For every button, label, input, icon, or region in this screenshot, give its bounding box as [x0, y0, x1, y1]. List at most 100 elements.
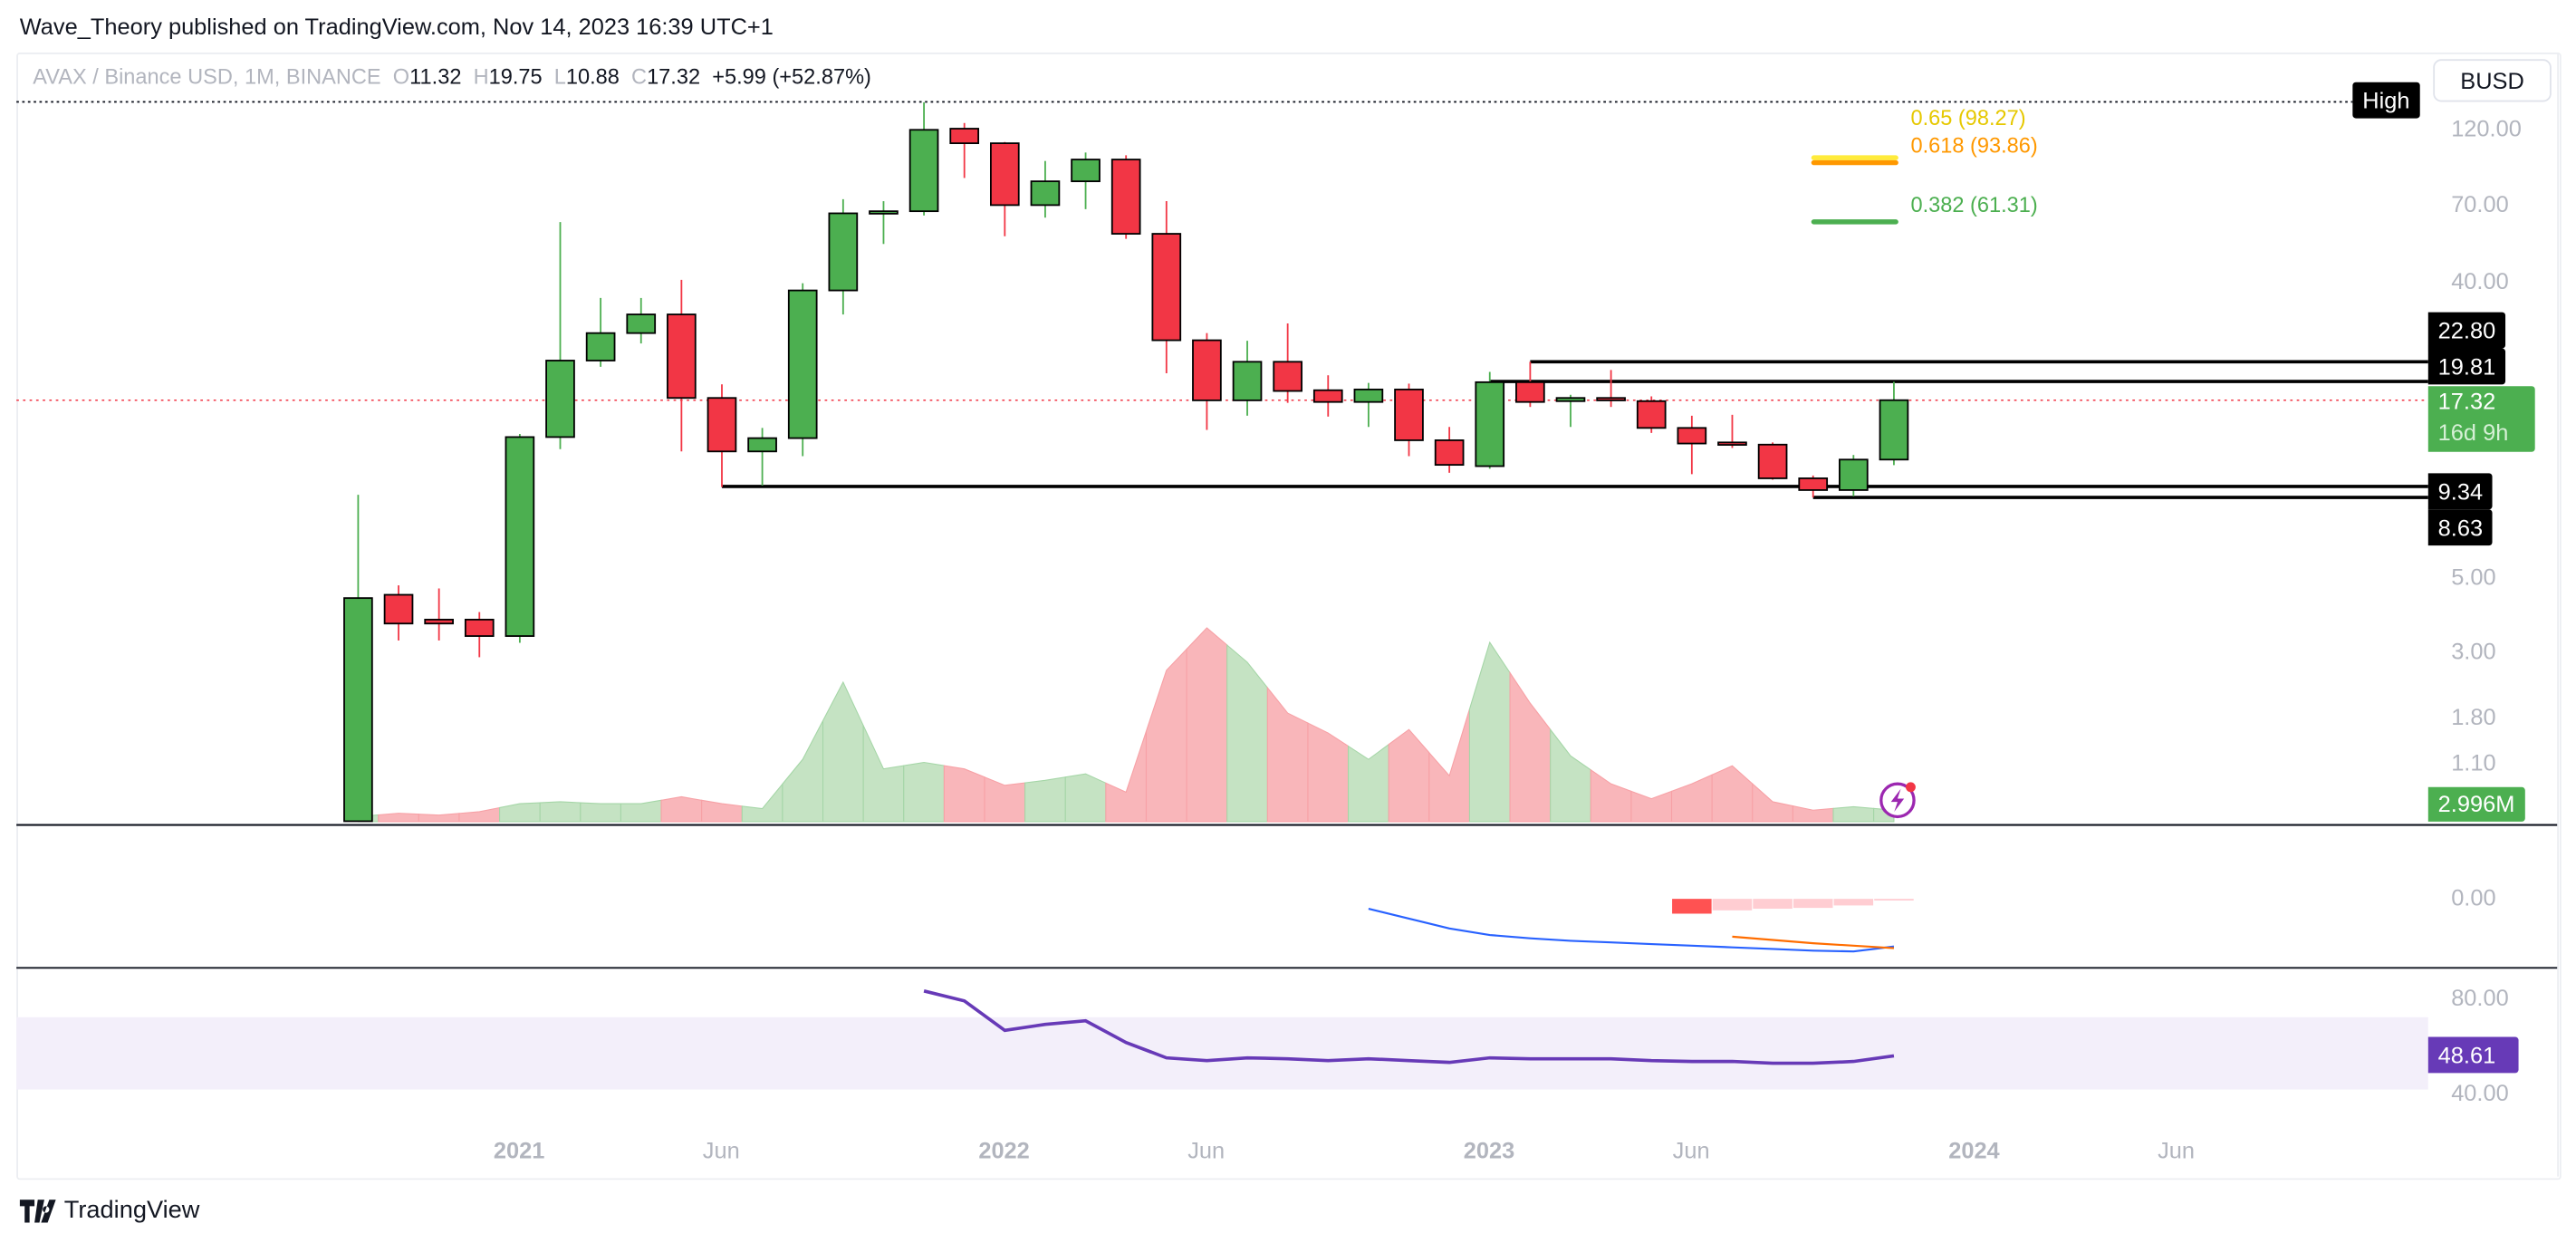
close-label: C [631, 63, 648, 89]
candle-body [989, 142, 1020, 207]
symbol-legend: AVAX / Binance USD, 1M, BINANCE O11.32 H… [33, 64, 871, 89]
symbol-title[interactable]: AVAX / Binance USD, 1M, BINANCE [33, 63, 381, 89]
candle-body [1312, 389, 1343, 403]
volume-segment [1711, 765, 1754, 823]
high-label: H [473, 63, 489, 89]
volume-segment [862, 725, 905, 823]
price-axis-label: 70.00 [2451, 190, 2509, 217]
low-value: 10.88 [565, 63, 620, 89]
volume-segment [378, 813, 419, 823]
bar-countdown: 16d 9h [2437, 419, 2509, 446]
time-axis-label: Jun [702, 1137, 740, 1164]
volume-segment [1428, 708, 1470, 823]
candle-body [1475, 381, 1505, 467]
lightning-alert-icon[interactable] [1879, 782, 1916, 819]
macd-histogram-bar [1712, 899, 1753, 911]
time-axis-label: 2021 [493, 1137, 545, 1164]
candle-body [869, 210, 899, 215]
rsi-axis-label: 80.00 [2451, 984, 2509, 1011]
volume-segment [782, 720, 824, 823]
time-axis-label: Jun [1187, 1137, 1226, 1164]
volume-segment [943, 765, 985, 823]
time-axis-label: Jun [1672, 1137, 1710, 1164]
candle-body [1353, 388, 1384, 403]
volume-segment [1670, 774, 1713, 823]
price-axis-label: 3.00 [2451, 637, 2496, 664]
candle-body [908, 129, 939, 213]
price-axis-label: 1.10 [2451, 749, 2496, 776]
volume-segment [1630, 790, 1673, 823]
macd-histogram-bar [1874, 899, 1914, 901]
candle-body [505, 436, 535, 637]
close-value: 17.32 [647, 63, 701, 89]
volume-segment [620, 799, 662, 823]
volume-segment [984, 776, 1026, 823]
candle-body [1434, 439, 1465, 467]
macd-histogram-bar [1672, 899, 1712, 914]
candle-body [747, 437, 777, 453]
volume-segment [1186, 627, 1228, 823]
volume-segment [1388, 728, 1430, 823]
candle-body [1232, 361, 1263, 401]
macd-histogram-bar [1793, 899, 1833, 909]
high-tag: High [2352, 82, 2420, 119]
currency-button[interactable]: BUSD [2433, 59, 2552, 102]
time-axis-label: 2022 [978, 1137, 1030, 1164]
low-label: L [553, 63, 566, 89]
volume-segment [1509, 670, 1552, 823]
candle-body [545, 360, 575, 438]
level-tag: 19.81 [2427, 348, 2506, 385]
candle-body [1596, 397, 1626, 401]
volume-segment [1226, 643, 1268, 823]
volume-segment [1024, 776, 1066, 823]
macd-line [1368, 907, 1895, 953]
volume-segment [580, 802, 621, 823]
candle-body [1273, 361, 1302, 392]
time-axis-label: Jun [2158, 1137, 2196, 1164]
macd-histogram-bar [1833, 899, 1874, 906]
chart-frame [16, 53, 2562, 1180]
volume-segment [822, 680, 864, 823]
candle-body [1798, 477, 1829, 491]
volume-segment [1590, 768, 1632, 823]
candle-body [828, 212, 859, 292]
volume-segment [1266, 686, 1309, 823]
candle-body [424, 618, 454, 625]
level-tag: 8.63 [2427, 509, 2493, 546]
volume-segment [1105, 730, 1148, 823]
candle-body [787, 289, 818, 439]
time-axis-label: 2024 [1948, 1137, 2000, 1164]
tradingview-icon [19, 1199, 56, 1222]
candle-body [1839, 458, 1869, 491]
candle-body [1394, 388, 1424, 441]
rsi-band [16, 1017, 2428, 1090]
tradingview-logo[interactable]: TradingView [19, 1196, 200, 1225]
candle-body [1636, 400, 1667, 429]
brand-name: TradingView [63, 1196, 200, 1225]
price-axis-label: 1.80 [2451, 703, 2496, 730]
price-axis-label: 40.00 [2451, 267, 2509, 294]
candle-body [585, 332, 616, 361]
volume-segment [1064, 773, 1107, 823]
change-value: +5.99 (+52.87%) [712, 63, 871, 89]
last-price-tag: 17.32 16d 9h [2427, 386, 2535, 452]
candle-body [383, 593, 414, 625]
candle-body [1555, 397, 1586, 402]
open-label: O [392, 63, 410, 89]
time-axis-label: 2023 [1463, 1137, 1515, 1164]
volume-segment [1468, 641, 1511, 823]
volume-segment [458, 806, 501, 823]
candle-body [626, 313, 657, 334]
price-axis-label: 5.00 [2451, 564, 2496, 591]
volume-tag: 2.996M [2427, 786, 2525, 822]
candle-body [1151, 233, 1182, 342]
volume-segment [1307, 722, 1350, 823]
volume-segment [418, 813, 460, 823]
level-tag: 9.34 [2427, 473, 2493, 510]
volume-segment [1752, 782, 1793, 823]
last-price: 17.32 [2437, 388, 2496, 415]
candle-body [1677, 427, 1707, 445]
high-value: 19.75 [488, 63, 543, 89]
candle-body [1717, 441, 1747, 446]
